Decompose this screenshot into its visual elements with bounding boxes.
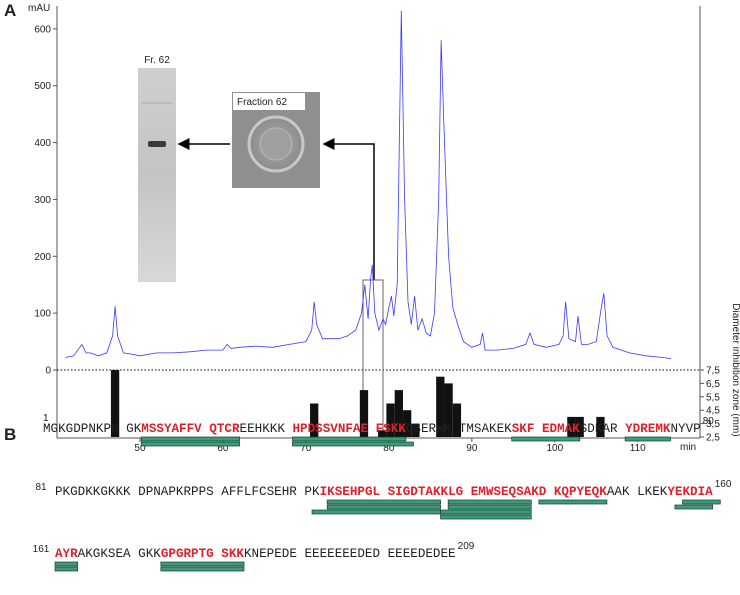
- panel-label: B: [4, 425, 16, 444]
- sequence-segment: SDKAR: [580, 422, 625, 436]
- sequence-segment: SKF EDMAK: [512, 422, 580, 436]
- peptide-bar: [538, 499, 608, 505]
- y-axis-label: mAU: [28, 3, 50, 14]
- sequence-segment: YEKDIA: [667, 485, 713, 499]
- gel-label: Fr. 62: [144, 55, 170, 66]
- y2-tick-label: 3,5: [706, 419, 720, 430]
- sequence-segment: MGKGDPNKPR GK: [43, 422, 142, 436]
- peptide-bar: [440, 514, 532, 520]
- y-tick-label: 200: [34, 252, 51, 263]
- bar: [386, 403, 395, 437]
- bar: [394, 390, 403, 437]
- sequence-segment: PKGDKKGKKK DPNAPKRPPS AFFLFCSEHR PK: [55, 485, 320, 499]
- peptide-bar: [447, 504, 532, 510]
- panel-label: A: [4, 1, 16, 20]
- x-tick-label: 110: [630, 443, 646, 454]
- sequence-segment: YDREMK: [625, 422, 671, 436]
- peptide-bar: [447, 499, 532, 505]
- peptide-bar: [160, 561, 245, 567]
- peptide-bar: [511, 436, 581, 442]
- residue-number: 81: [35, 482, 47, 493]
- x-tick-label: 100: [546, 443, 563, 454]
- sequence-segment: EEHKKK: [240, 422, 293, 436]
- x-tick-label: 50: [134, 443, 146, 454]
- residue-number: 209: [458, 541, 475, 552]
- bar: [567, 416, 576, 437]
- x-tick-label: 60: [217, 443, 229, 454]
- sequence-segment: CSERWK TMSAKEK: [406, 422, 512, 436]
- sequence-segment: AKGKSEA GKK: [78, 547, 162, 561]
- bar: [444, 383, 453, 437]
- sequence-line: AYRAKGKSEA GKKGPGRPTG SKKKNEPEDE EEEEEEE…: [55, 547, 456, 561]
- gel-image: [138, 68, 176, 282]
- y2-tick-label: 6,5: [706, 379, 720, 390]
- peptide-bar: [140, 436, 240, 442]
- sequence-segment: NYVP: [670, 422, 700, 436]
- arrow: [322, 138, 375, 280]
- peptide-bar: [160, 566, 245, 572]
- residue-number: 1: [43, 413, 49, 424]
- y2-tick-label: 5,5: [706, 392, 720, 403]
- y-tick-label: 400: [34, 138, 51, 149]
- y-tick-label: 500: [34, 81, 51, 92]
- peptide-bar: [54, 561, 79, 567]
- sequence-segment: MSSYAFFV QTCR: [141, 422, 240, 436]
- peptide-bar: [674, 504, 714, 510]
- plate-label: Fraction 62: [237, 97, 287, 108]
- y2-tick-label: 7,5: [706, 366, 720, 377]
- x-tick-label: 70: [300, 443, 312, 454]
- peptide-bar: [326, 504, 441, 510]
- y-tick-label: 300: [34, 195, 51, 206]
- bar: [310, 403, 319, 437]
- peptide-bar: [326, 499, 441, 505]
- x-axis-label: min: [680, 442, 696, 453]
- bar: [402, 410, 412, 437]
- bar: [378, 430, 387, 437]
- peptide-bar: [624, 436, 671, 442]
- sequence-segment: AYR: [55, 547, 78, 561]
- bar: [575, 416, 584, 437]
- residue-number: 160: [715, 479, 732, 490]
- sequence-line: MGKGDPNKPR GKMSSYAFFV QTCREEHKKK HPDSSVN…: [43, 422, 701, 436]
- y2-axis-label: Diameter inhibition zone (mm): [730, 303, 740, 436]
- x-tick-label: 90: [466, 443, 478, 454]
- y-tick-label: 0: [45, 366, 51, 377]
- y2-tick-label: 2,5: [706, 433, 720, 444]
- bar: [452, 403, 462, 437]
- bar: [411, 423, 420, 437]
- bar: [110, 370, 120, 437]
- bar: [596, 416, 605, 437]
- residue-number: 80: [703, 416, 715, 427]
- residue-number: 161: [33, 544, 50, 555]
- peptide-bar: [140, 441, 240, 447]
- peptide-bar: [292, 441, 414, 447]
- chromatogram-line: [65, 10, 672, 359]
- peptide-bar: [54, 566, 79, 572]
- y-tick-label: 100: [34, 309, 51, 320]
- y-tick-label: 600: [34, 24, 51, 35]
- sequence-segment: IKSEHPGL SIGDTAKKLG EMWSEQSAKD KQPYEQK: [320, 485, 608, 499]
- sequence-segment: KNEPEDE EEEEEEEDED EEEEDEDEE: [244, 547, 456, 561]
- gel-band: [148, 141, 166, 147]
- peptide-bar: [292, 436, 407, 442]
- bar: [359, 390, 369, 437]
- sequence-segment: HPDSSVNFAE FSKK: [292, 422, 406, 436]
- peptide-bar: [682, 499, 721, 505]
- well: [259, 127, 293, 161]
- sequence-line: PKGDKKGKKK DPNAPKRPPS AFFLFCSEHR PKIKSEH…: [55, 485, 713, 499]
- bar: [436, 376, 445, 437]
- x-tick-label: 80: [383, 443, 395, 454]
- peptide-bar: [311, 509, 441, 515]
- plate-label-box: [233, 93, 305, 110]
- peptide-bar: [440, 509, 532, 515]
- sequence-segment: AAK LKEK: [607, 485, 668, 499]
- sequence-segment: GPGRPTG SKK: [161, 547, 245, 561]
- gel-band: [142, 102, 172, 104]
- y2-tick-label: 4,5: [706, 406, 720, 417]
